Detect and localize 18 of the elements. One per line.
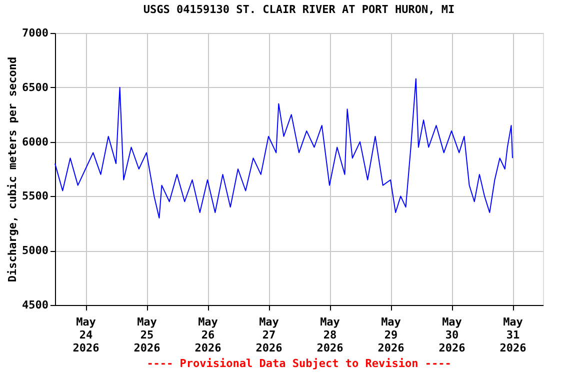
- x-tick-label: May 27 2026: [256, 316, 283, 354]
- y-tick-label: 6500: [22, 80, 48, 94]
- y-tick-label: 7000: [22, 26, 48, 40]
- x-tick-label: May 30 2026: [438, 316, 466, 354]
- x-tick-label: May 26 2026: [194, 316, 222, 354]
- x-tick-label: May 31 2026: [500, 316, 527, 354]
- text: ---- Provisional Data Subject to Revision ----: [146, 357, 452, 370]
- y-tick-label: 5000: [22, 244, 48, 258]
- x-tick-label: May 24 2026: [72, 316, 100, 354]
- line-series: [54, 78, 513, 218]
- x-tick-label: May 28 2026: [316, 316, 344, 354]
- y-tick-label: 4500: [22, 298, 48, 312]
- y-axis-title: Discharge, cubic meters per second: [6, 56, 20, 282]
- chart-title: USGS 04159130 ST. CLAIR RIVER AT PORT HURON, MI: [143, 3, 455, 16]
- y-tick-label: 6000: [22, 135, 48, 148]
- x-tick-label: May 25 2026: [134, 316, 161, 354]
- x-tick-label: May 29 2026: [378, 316, 405, 354]
- y-tick-label: 5500: [22, 190, 48, 203]
